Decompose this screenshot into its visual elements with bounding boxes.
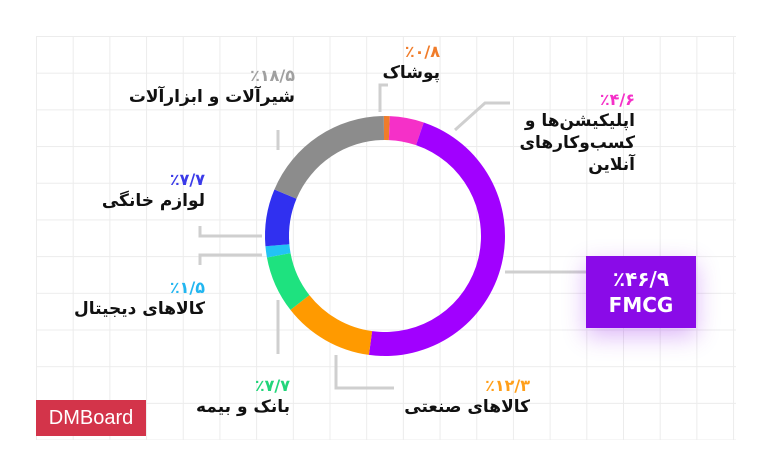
name-industrial: کالاهای صنعتی [404, 397, 530, 417]
name-fmcg: FMCG [608, 293, 674, 317]
slice-5 [265, 244, 291, 258]
name-bank: بانک و بیمه [196, 397, 290, 417]
slice-3 [290, 295, 373, 355]
background-grid [36, 36, 736, 440]
label-clothing: ٪۰/۸ پوشاک [360, 42, 440, 84]
pct-apps: ٪۴/۶ [599, 90, 635, 109]
pct-digital: ٪۱/۵ [169, 278, 205, 297]
name-home: لوازم خانگی [101, 191, 205, 211]
label-dairy: ٪۱۸/۵ شیرآلات و ابزارآلات [120, 66, 295, 108]
leader-line-digital [198, 253, 262, 265]
name-dairy: شیرآلات و ابزارآلات [128, 87, 295, 107]
pct-home: ٪۷/۷ [169, 170, 205, 189]
leader-line-industrial [334, 355, 394, 390]
pct-industrial: ٪۱۲/۳ [485, 376, 530, 395]
name-digital: کالاهای دیجیتال [74, 299, 205, 319]
pct-fmcg: ٪۴۶/۹ [612, 267, 670, 291]
pct-clothing: ٪۰/۸ [404, 42, 440, 61]
label-digital: ٪۱/۵ کالاهای دیجیتال [40, 278, 205, 320]
label-fmcg: ٪۴۶/۹ FMCG [586, 256, 696, 328]
pct-dairy: ٪۱۸/۵ [250, 66, 295, 85]
leader-line-apps [453, 101, 510, 132]
logo-text: DMBoard [48, 406, 134, 429]
slice-0 [383, 116, 390, 141]
leader-line-home [198, 226, 262, 238]
pct-bank: ٪۷/۷ [254, 376, 290, 395]
label-home: ٪۷/۷ لوازم خانگی [60, 170, 205, 212]
name-apps: اپلیکیشن‌ها و کسب‌وکارهای آنلاین [519, 111, 635, 175]
leader-line-clothing [378, 83, 388, 112]
label-industrial: ٪۱۲/۳ کالاهای صنعتی [380, 376, 530, 418]
slice-7 [274, 116, 385, 199]
name-clothing: پوشاک [382, 63, 440, 83]
label-apps: ٪۴/۶ اپلیکیشن‌ها و کسب‌وکارهای آنلاین [495, 90, 635, 176]
slice-6 [265, 189, 297, 247]
slice-2 [368, 122, 506, 357]
slice-1 [388, 116, 424, 146]
leader-lines [198, 83, 586, 390]
label-bank: ٪۷/۷ بانک و بیمه [170, 376, 290, 418]
slice-4 [266, 253, 310, 310]
dmboard-logo: DMBoard [36, 400, 146, 436]
